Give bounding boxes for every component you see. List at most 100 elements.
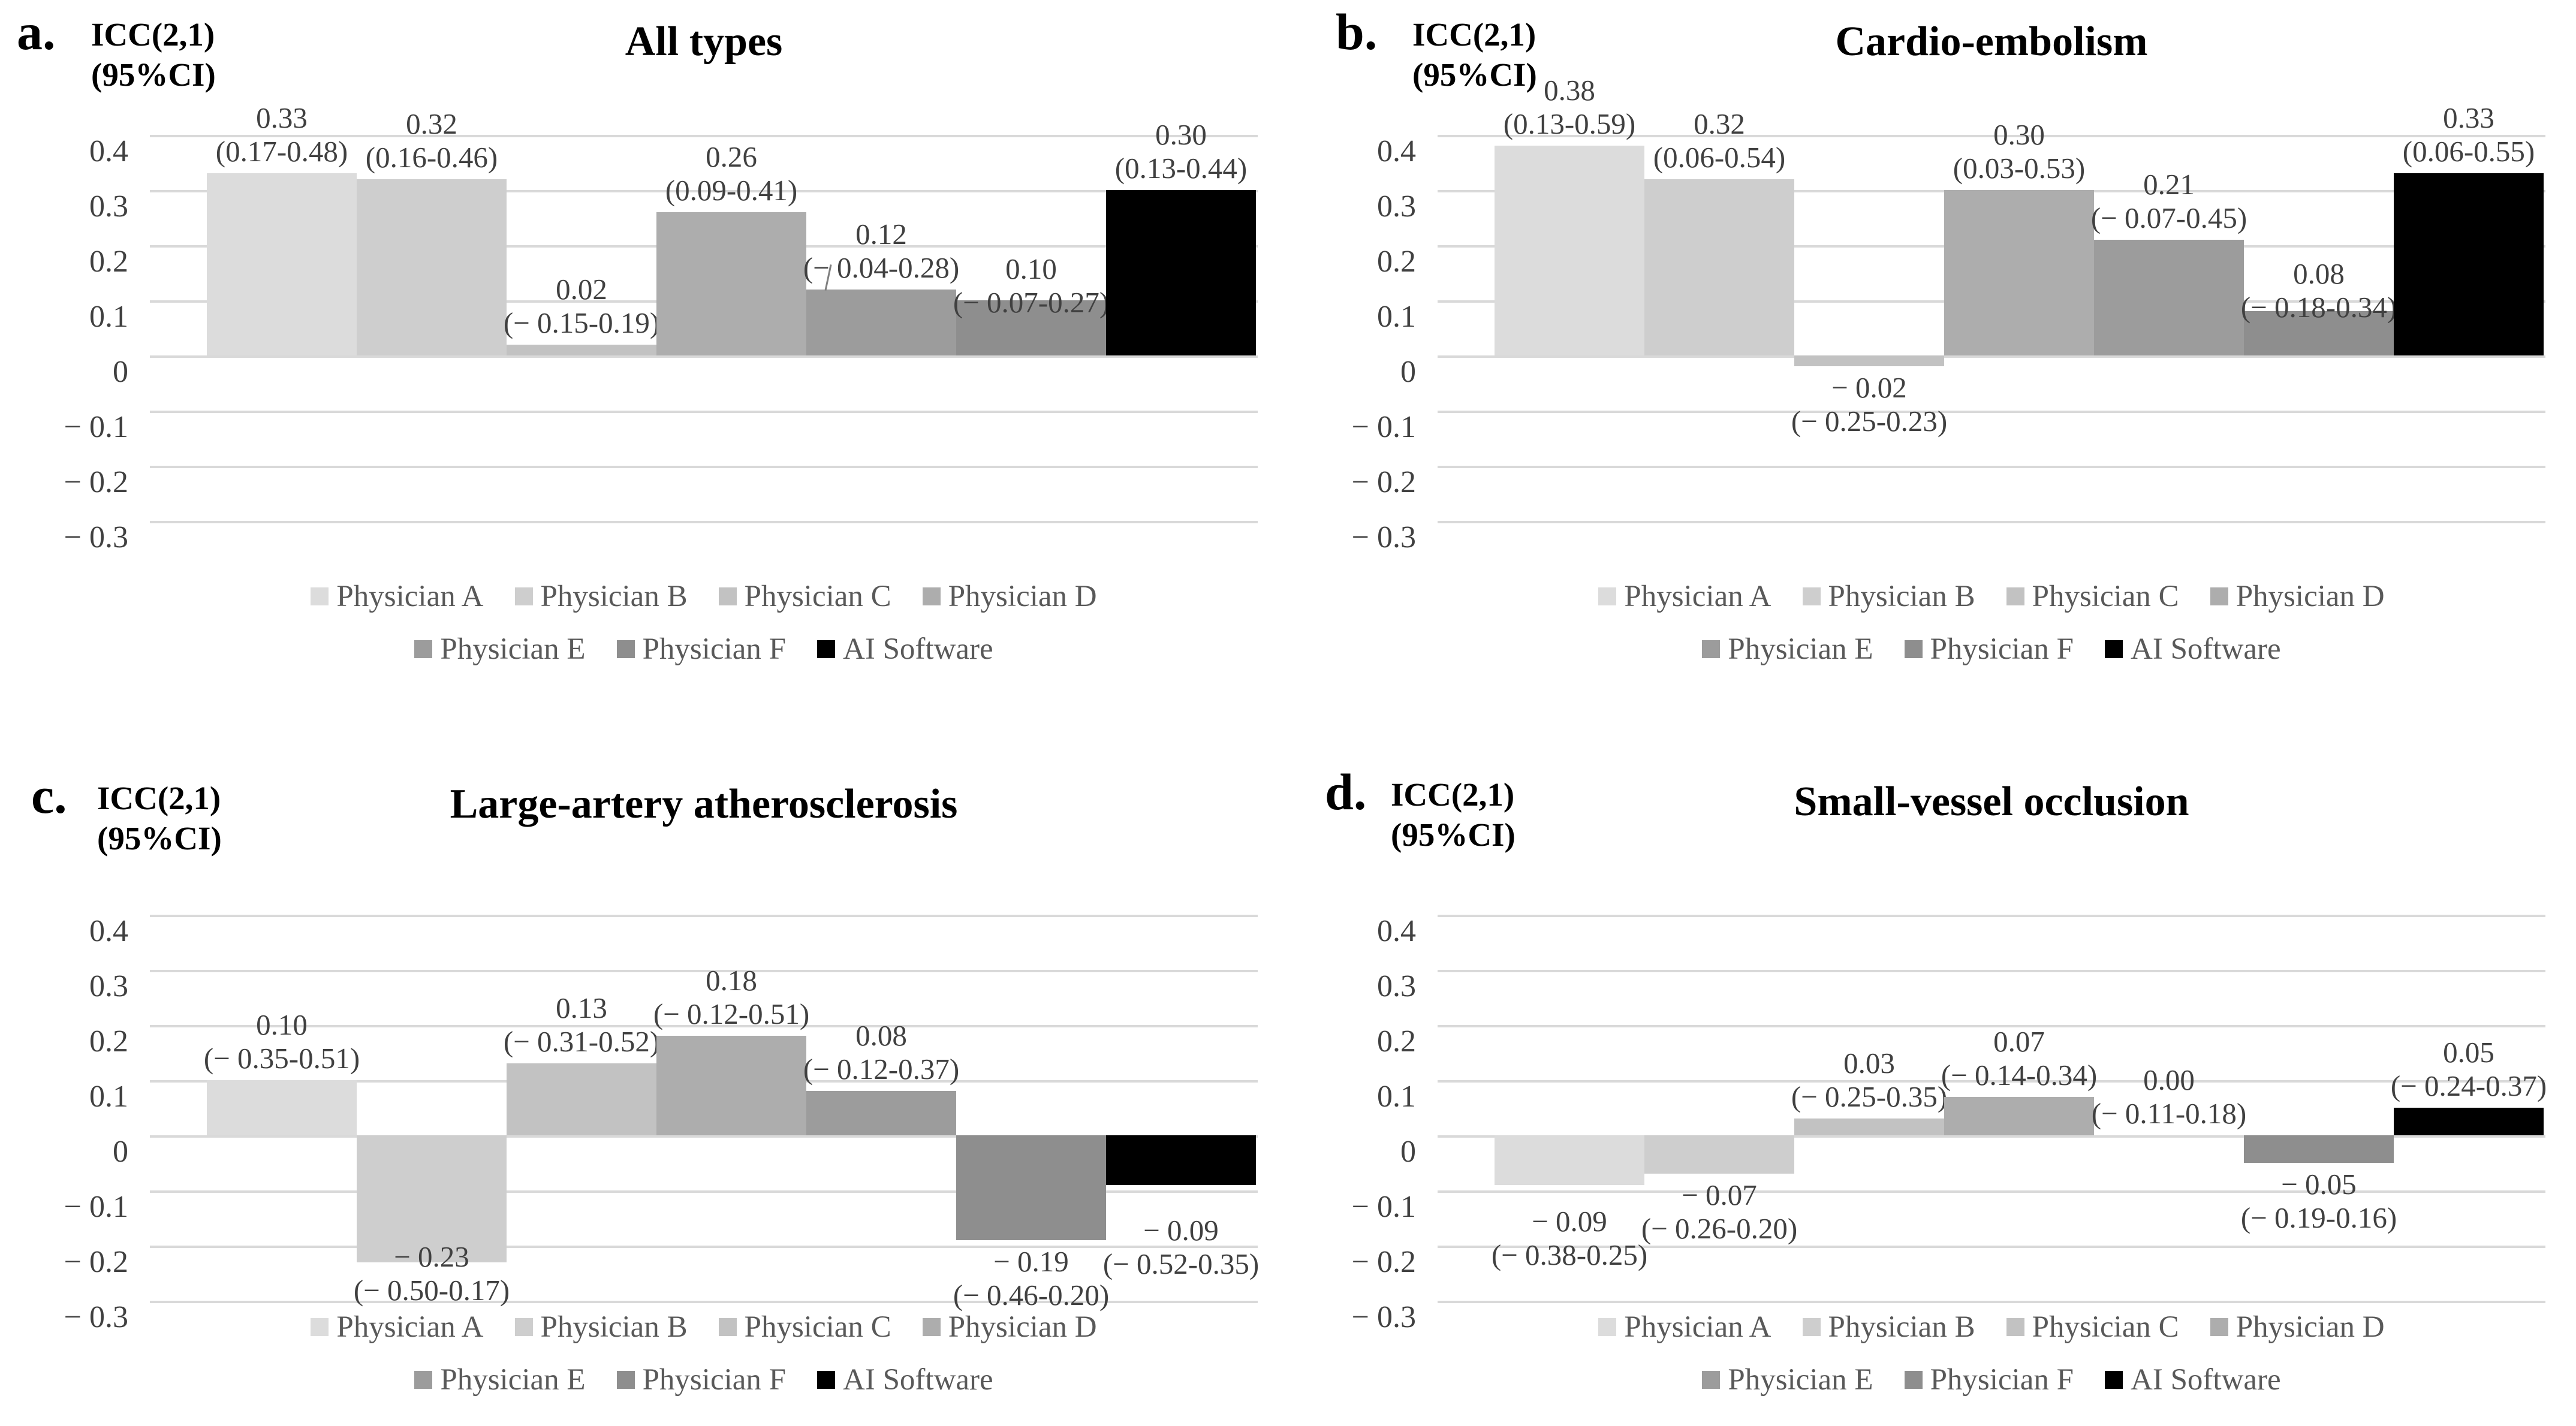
data-label-value: 0.30	[1155, 118, 1207, 151]
bar-ai-software	[1106, 1135, 1256, 1185]
data-label: − 0.09 (− 0.52-0.35)	[1037, 1214, 1288, 1281]
y-tick-label: − 0.3	[64, 520, 128, 554]
data-label: 0.32 (0.16-0.46)	[288, 107, 576, 174]
data-label-value: − 0.19	[993, 1244, 1069, 1278]
gridline	[150, 521, 1258, 523]
data-label: 0.26 (0.09-0.41)	[587, 140, 875, 207]
legend-swatch-icon	[514, 587, 533, 605]
bar-physician-d	[656, 212, 806, 355]
data-label-ci: (0.13-0.44)	[1114, 152, 1248, 185]
data-label-ci: (− 0.38-0.25)	[1491, 1238, 1648, 1271]
gridline	[1438, 1246, 2545, 1248]
legend-label: Physician D	[948, 580, 1097, 613]
legend-item-physician-f: Physician F	[616, 1362, 786, 1397]
y-tick-label: 0.3	[89, 969, 128, 1003]
legend-item-physician-c: Physician C	[2006, 1310, 2179, 1344]
data-label-ci: (− 0.25-0.23)	[1791, 405, 1948, 438]
bar-physician-a	[1495, 1135, 1644, 1185]
data-label: 0.21 (− 0.07-0.45)	[2025, 168, 2313, 235]
gridline	[150, 190, 1258, 192]
legend: Physician A Physician B Physician C Physici…	[150, 1301, 1258, 1406]
legend-swatch-icon	[718, 587, 737, 605]
plot-area: 0.33 (0.17-0.48) 0.32 (0.16-0.46) 0.02 (− 0.1…	[150, 101, 1258, 523]
data-label-ci: (− 0.12-0.51)	[653, 997, 810, 1031]
data-label-value: 0.32	[406, 107, 457, 140]
chart-area: 0.4 0.3 0.2 0.1 0 − 0.1 − 0.2 − 0.3 0.38 (0.13-0…	[1288, 74, 2575, 554]
legend-label: Physician B	[1828, 580, 1975, 613]
data-label-value: 0.10	[256, 1008, 308, 1041]
y-tick-label: − 0.2	[64, 465, 128, 499]
data-label-value: 0.07	[1993, 1024, 2045, 1058]
legend-item-physician-a: Physician A	[1598, 1310, 1771, 1344]
legend-item-physician-c: Physician C	[718, 579, 891, 614]
legend-label: Physician C	[744, 1310, 891, 1344]
legend-label: Physician E	[1728, 632, 1873, 666]
data-label-ci: (0.06-0.54)	[1653, 140, 1786, 174]
legend-item-physician-f: Physician F	[616, 632, 786, 667]
gridline	[150, 411, 1258, 413]
y-axis-title: ICC(2,1) (95%CI)	[97, 778, 222, 858]
bar-physician-c	[507, 344, 656, 355]
y-axis-title: ICC(2,1) (95%CI)	[91, 14, 216, 95]
legend-swatch-icon	[311, 1318, 329, 1336]
gridline	[1438, 466, 2545, 468]
legend: Physician A Physician B Physician C Physici…	[1438, 1301, 2545, 1406]
bar-physician-c	[1794, 355, 1944, 367]
legend-row: Physician E Physician F AI Software	[1438, 1353, 2545, 1406]
data-label-ci: (− 0.11-0.18)	[2091, 1097, 2247, 1130]
gridline	[1438, 1025, 2545, 1027]
data-label: 0.30 (0.13-0.44)	[1037, 118, 1288, 185]
y-tick-label: − 0.2	[1351, 465, 1416, 499]
data-label-ci: (0.16-0.46)	[365, 140, 498, 174]
panel-title: Cardio-embolism	[1835, 19, 2148, 65]
data-label-value: 0.33	[2443, 101, 2494, 135]
data-label: 0.13 (− 0.31-0.52)	[438, 991, 725, 1059]
data-label-value: − 0.09	[1143, 1213, 1219, 1247]
data-label-value: 0.38	[1544, 74, 1595, 107]
gridline	[150, 135, 1258, 137]
data-label-value: 0.26	[706, 140, 757, 173]
gridline	[150, 1190, 1258, 1193]
legend-item-physician-b: Physician B	[514, 579, 688, 614]
plot-area: 0.38 (0.13-0.59) 0.32 (0.06-0.54) − 0.02 (− 0…	[1438, 74, 2545, 523]
legend-item-physician-d: Physician D	[2210, 579, 2385, 614]
bar-ai-software	[2394, 173, 2544, 355]
bar-physician-f	[956, 300, 1106, 355]
data-label: 0.18 (− 0.12-0.51)	[587, 964, 875, 1031]
bar-physician-b	[357, 1135, 507, 1262]
legend-swatch-icon	[1904, 640, 1923, 658]
legend-item-physician-e: Physician E	[1702, 1362, 1873, 1397]
legend-label: Physician A	[1624, 1310, 1771, 1344]
data-label-ci: (− 0.35-0.51)	[203, 1042, 360, 1075]
gridline	[1438, 970, 2545, 972]
legend-swatch-icon	[2210, 587, 2228, 605]
legend-item-physician-d: Physician D	[922, 579, 1097, 614]
y-tick-label: − 0.2	[64, 1245, 128, 1279]
gridline	[1438, 355, 2545, 358]
legend: Physician A Physician B Physician C Physici…	[1438, 570, 2545, 676]
legend-label: Physician E	[440, 632, 586, 666]
legend-label: Physician A	[336, 1310, 484, 1344]
legend-swatch-icon	[922, 1318, 941, 1336]
data-label-value: 0.18	[706, 964, 757, 997]
y-axis-title-line1: ICC(2,1)	[1391, 776, 1515, 813]
legend-item-physician-d: Physician D	[2210, 1310, 2385, 1344]
bar-physician-e	[806, 1091, 956, 1135]
legend-swatch-icon	[1598, 1318, 1617, 1336]
data-label: − 0.23 (− 0.50-0.17)	[288, 1240, 576, 1307]
data-label: − 0.05 (− 0.19-0.16)	[2175, 1168, 2463, 1235]
y-axis-title-line2: (95%CI)	[97, 820, 222, 857]
gridline	[1438, 1301, 2545, 1303]
bar-physician-d	[1944, 1096, 2094, 1135]
y-tick-label: − 0.2	[1351, 1245, 1416, 1279]
data-label-value: 0.05	[2443, 1036, 2494, 1069]
panel-title: All types	[625, 19, 783, 65]
y-tick-label: 0.1	[1377, 300, 1416, 334]
data-label: 0.03 (− 0.25-0.35)	[1725, 1047, 2013, 1114]
y-tick-label: 0.3	[1377, 969, 1416, 1003]
y-axis-title-line2: (95%CI)	[1412, 56, 1537, 94]
legend-label: Physician B	[1828, 1310, 1975, 1344]
y-axis-title-line2: (95%CI)	[1391, 816, 1516, 854]
legend-label: Physician A	[1624, 580, 1771, 613]
